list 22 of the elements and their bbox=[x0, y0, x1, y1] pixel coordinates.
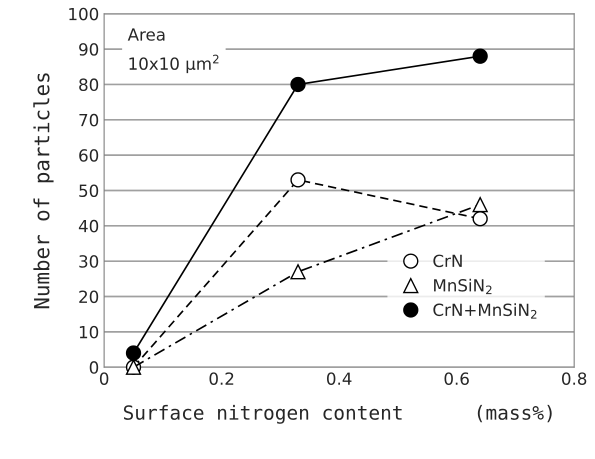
annotation: Area 10x10 μm$^{2}$ bbox=[128, 28, 218, 74]
legend-label: MnSiN$_{2}$ bbox=[434, 278, 492, 294]
x-axis-title: Surface nitrogen content (mass%) bbox=[124, 404, 552, 424]
y-tick-label: 10 bbox=[80, 326, 98, 338]
y-tick-label: 90 bbox=[79, 43, 98, 56]
x-tick-label: 0.2 bbox=[209, 372, 234, 385]
x-tick-label: 0.8 bbox=[562, 372, 586, 385]
x-tick-label: 0.4 bbox=[326, 372, 352, 385]
x-tick-label: 0.6 bbox=[444, 372, 469, 385]
y-tick-label: 80 bbox=[79, 78, 98, 92]
y-tick-label: 60 bbox=[79, 149, 98, 162]
legend-label: CrN+MnSiN$_{2}$ bbox=[433, 303, 536, 319]
y-axis-title: Number of particles bbox=[33, 73, 54, 308]
y-tick-label: 30 bbox=[79, 255, 98, 268]
legend-label: CrN bbox=[433, 254, 462, 268]
x-tick-label: 0 bbox=[100, 372, 108, 385]
y-tick-label: 0 bbox=[90, 361, 98, 374]
y-tick-label: 100 bbox=[69, 8, 98, 20]
y-tick-label: 50 bbox=[79, 184, 98, 198]
y-tick-label: 70 bbox=[79, 114, 98, 126]
y-tick-label: 40 bbox=[78, 220, 98, 232]
y-tick-label: 20 bbox=[79, 290, 98, 304]
